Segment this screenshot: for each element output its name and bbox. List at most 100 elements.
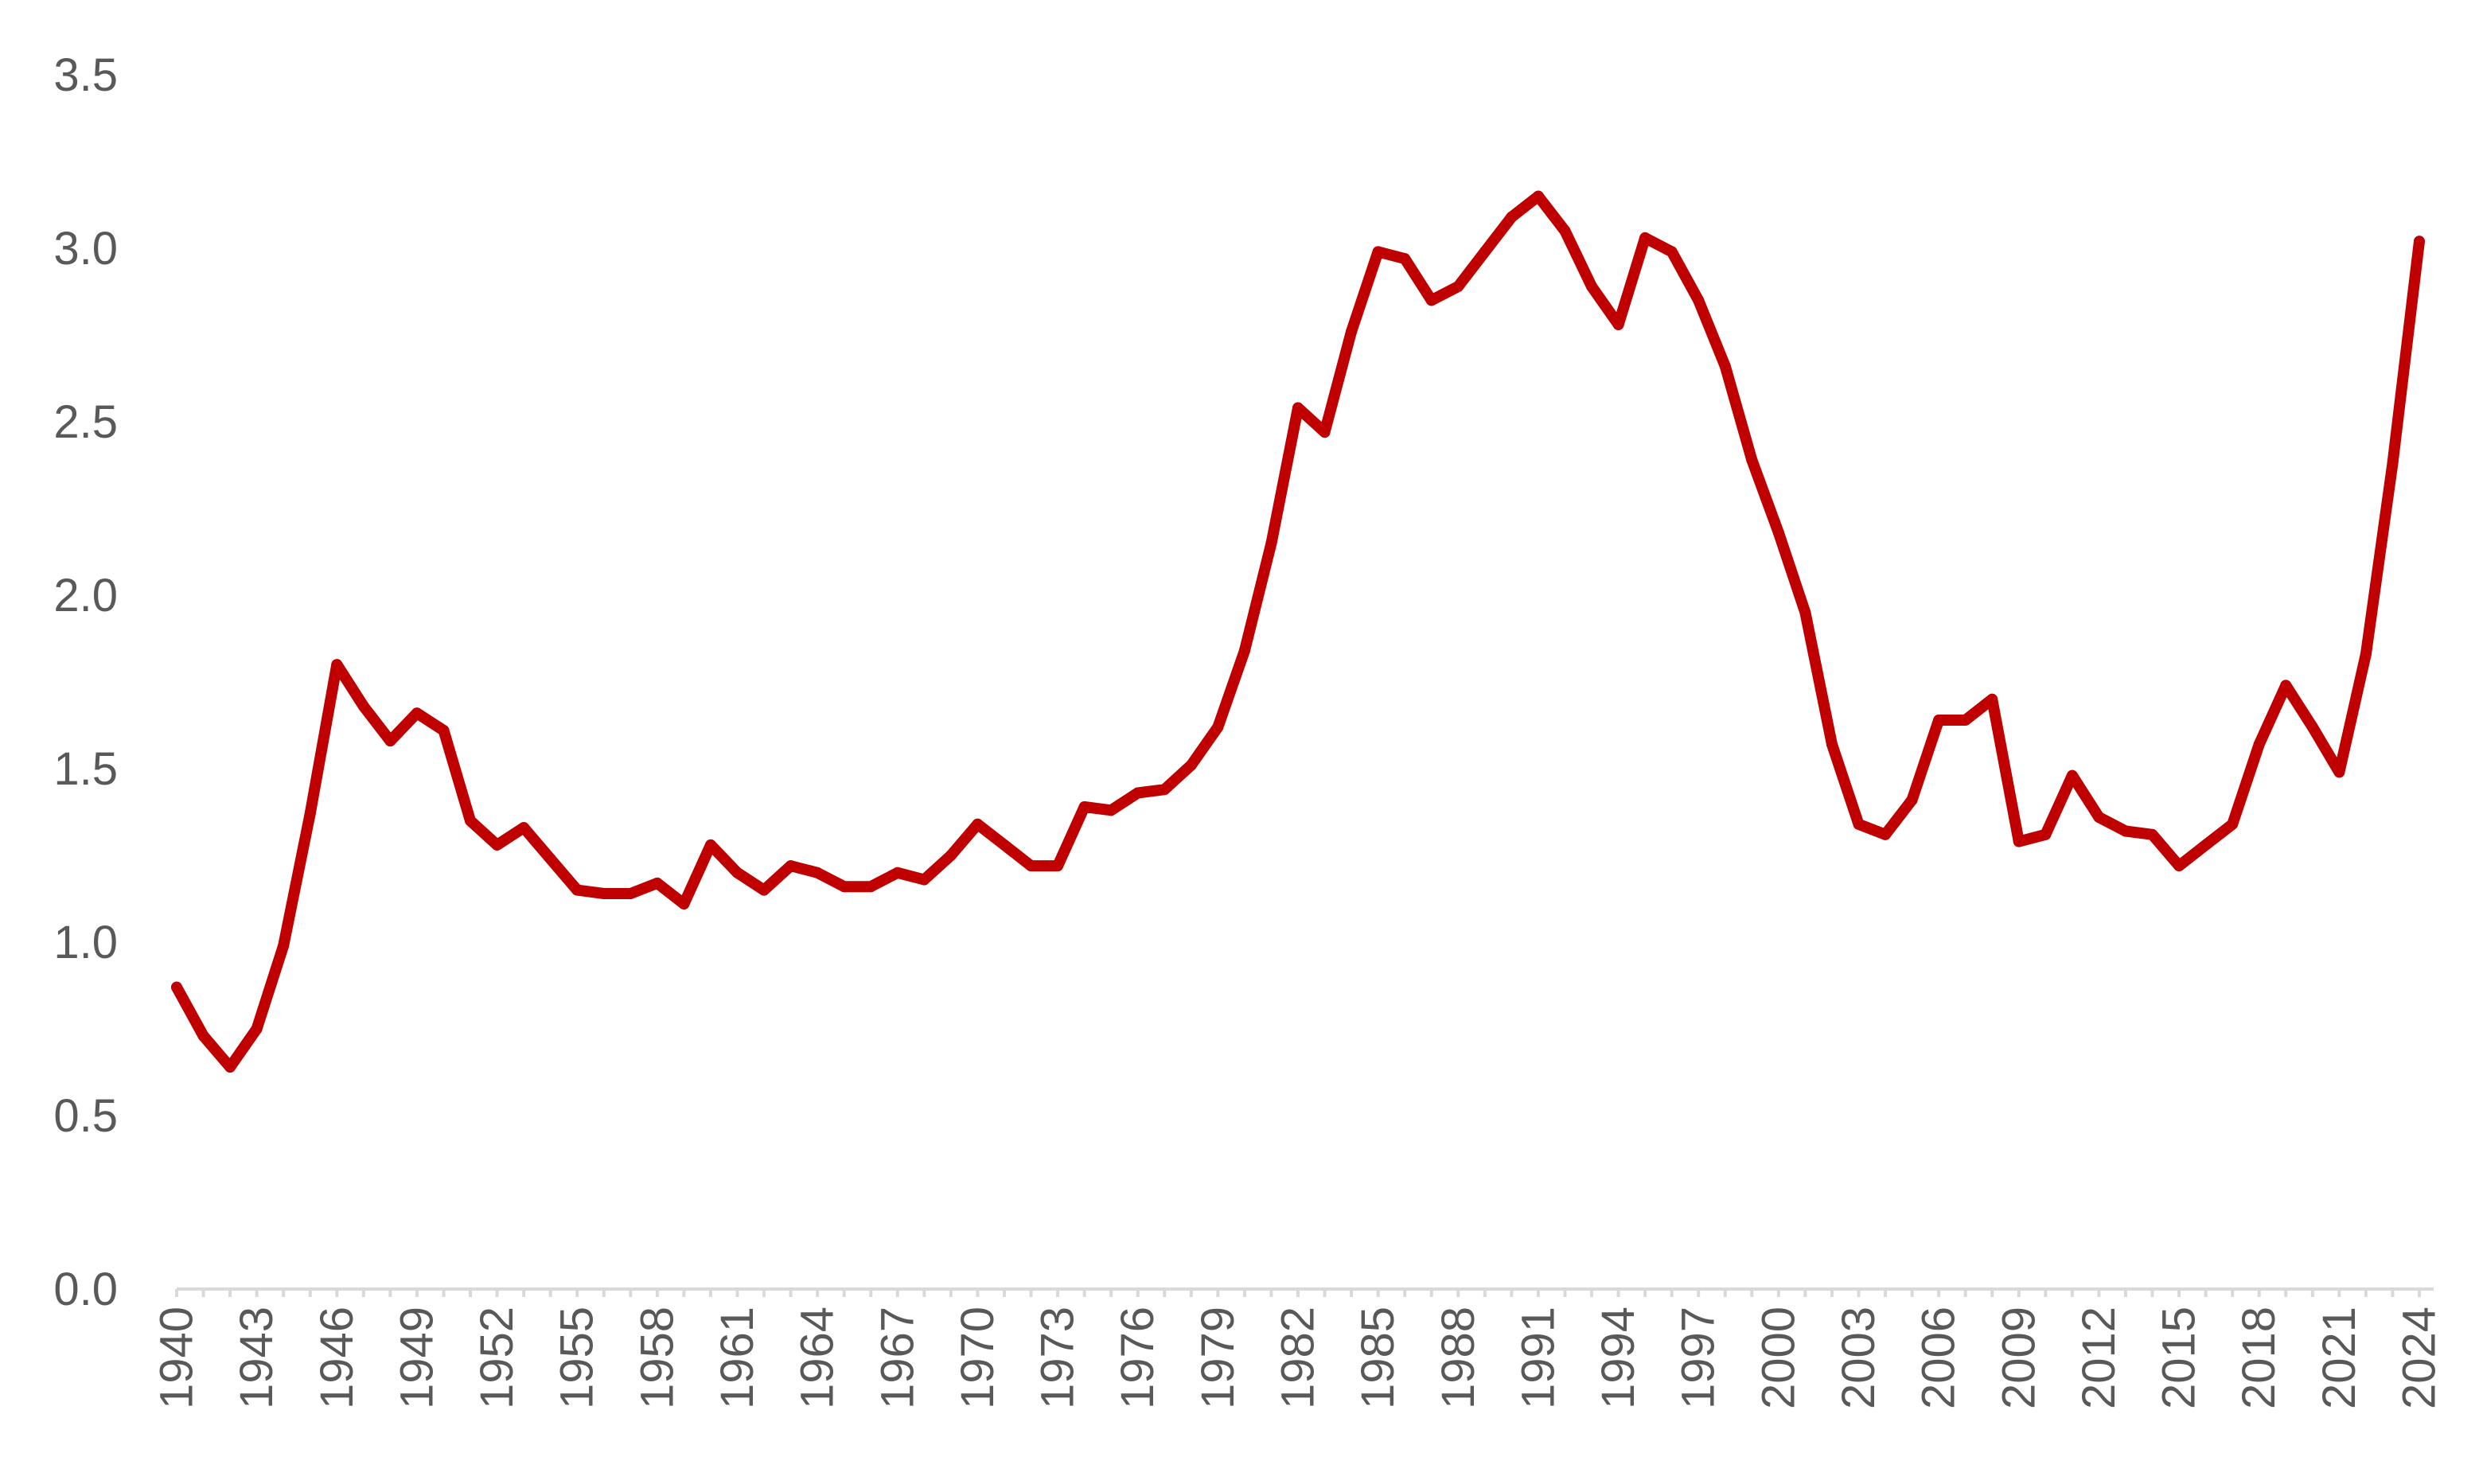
data-point [1906,794,1918,806]
x-tick-label: 1958 [631,1307,683,1409]
series-group [171,190,2425,1073]
data-point [918,874,930,886]
data-point [224,1061,236,1073]
data-point [2013,835,2025,847]
data-point [758,884,770,896]
x-tick-label: 1988 [1432,1307,1484,1409]
data-point [2414,236,2425,247]
data-point [518,822,530,834]
x-axis [175,1287,2434,1297]
data-point [2200,839,2212,851]
data-point [1559,225,1571,237]
data-point [384,735,396,747]
data-point [1506,211,1518,223]
y-tick-label: 1.5 [53,743,118,795]
data-point [651,877,663,889]
x-tick-label: 1985 [1352,1307,1404,1409]
x-tick-label: 1952 [471,1307,523,1409]
x-tick-label: 2006 [1913,1307,1965,1409]
data-point [1052,860,1064,872]
data-point [2040,828,2052,840]
data-point [1425,294,1437,306]
data-point [731,867,743,878]
y-tick-label: 2.0 [53,570,118,621]
data-point [2066,769,2078,781]
data-point [1265,537,1277,549]
data-point [1612,318,1624,330]
data-point [2119,825,2131,837]
data-point [2093,812,2105,824]
x-tick-label: 2015 [2154,1307,2205,1409]
data-point [1772,527,1784,539]
data-point [1666,246,1678,258]
data-point [1185,759,1197,771]
data-point [1719,360,1731,372]
data-point [1586,280,1598,292]
data-point [1986,693,1998,705]
data-point [838,881,850,893]
data-point [197,1030,209,1042]
y-tick-label: 0.0 [53,1264,118,1315]
data-point [304,808,316,820]
data-point [1132,787,1144,799]
data-point [571,884,583,896]
data-point [1746,454,1758,465]
x-tick-label: 1976 [1112,1307,1163,1409]
data-point [1159,784,1171,796]
data-point [438,725,450,737]
data-point [2173,860,2185,872]
data-point [1212,721,1224,733]
data-point [1452,280,1464,292]
data-point [465,815,477,827]
x-tick-label: 1994 [1592,1307,1644,1409]
x-tick-label: 1961 [711,1307,763,1409]
x-axis-tick-labels: 1940 1943 1946 1949 1952 1955 1958 1961 1964 1967… [151,1307,2446,1409]
x-tick-label: 1964 [792,1307,844,1409]
y-tick-label: 3.0 [53,223,118,275]
data-point [2306,721,2318,733]
data-point [998,839,1010,851]
x-tick-label: 1946 [311,1307,363,1409]
x-tick-label: 2003 [1833,1307,1885,1409]
data-point [812,867,824,878]
data-point [1693,294,1705,306]
x-tick-label: 2024 [2394,1307,2446,1409]
y-tick-label: 1.0 [53,917,118,968]
data-point [1639,232,1651,243]
data-point [1799,606,1811,618]
data-point [972,818,984,830]
data-point [1479,246,1491,258]
x-tick-label: 1967 [871,1307,923,1409]
series-line [171,190,2425,1073]
data-point [785,860,797,872]
data-point [1399,253,1411,265]
data-point [2360,649,2372,660]
x-tick-label: 2009 [1993,1307,2044,1409]
y-tick-label: 2.5 [53,396,118,448]
data-point [171,981,182,993]
data-point [2253,738,2265,750]
data-point [1372,246,1384,258]
data-point [945,850,957,861]
data-point [1238,645,1250,656]
x-tick-label: 1940 [151,1307,203,1409]
x-tick-label: 2021 [2313,1307,2365,1409]
data-point [625,887,637,899]
data-point [2333,766,2345,778]
data-point [544,853,556,865]
x-tick-label: 2018 [2233,1307,2285,1409]
x-tick-label: 1982 [1273,1307,1324,1409]
data-point [865,881,877,893]
y-tick-label: 3.5 [53,49,118,101]
data-point [2146,828,2158,840]
y-tick-label: 0.5 [53,1090,118,1142]
data-point [331,659,343,671]
x-tick-label: 1949 [391,1307,442,1409]
data-point [1933,714,1945,726]
data-point [1853,818,1865,830]
data-point [678,898,690,910]
x-tick-label: 2012 [2073,1307,2125,1409]
data-point [2227,818,2239,830]
data-point [278,940,290,952]
data-point [2280,680,2292,691]
